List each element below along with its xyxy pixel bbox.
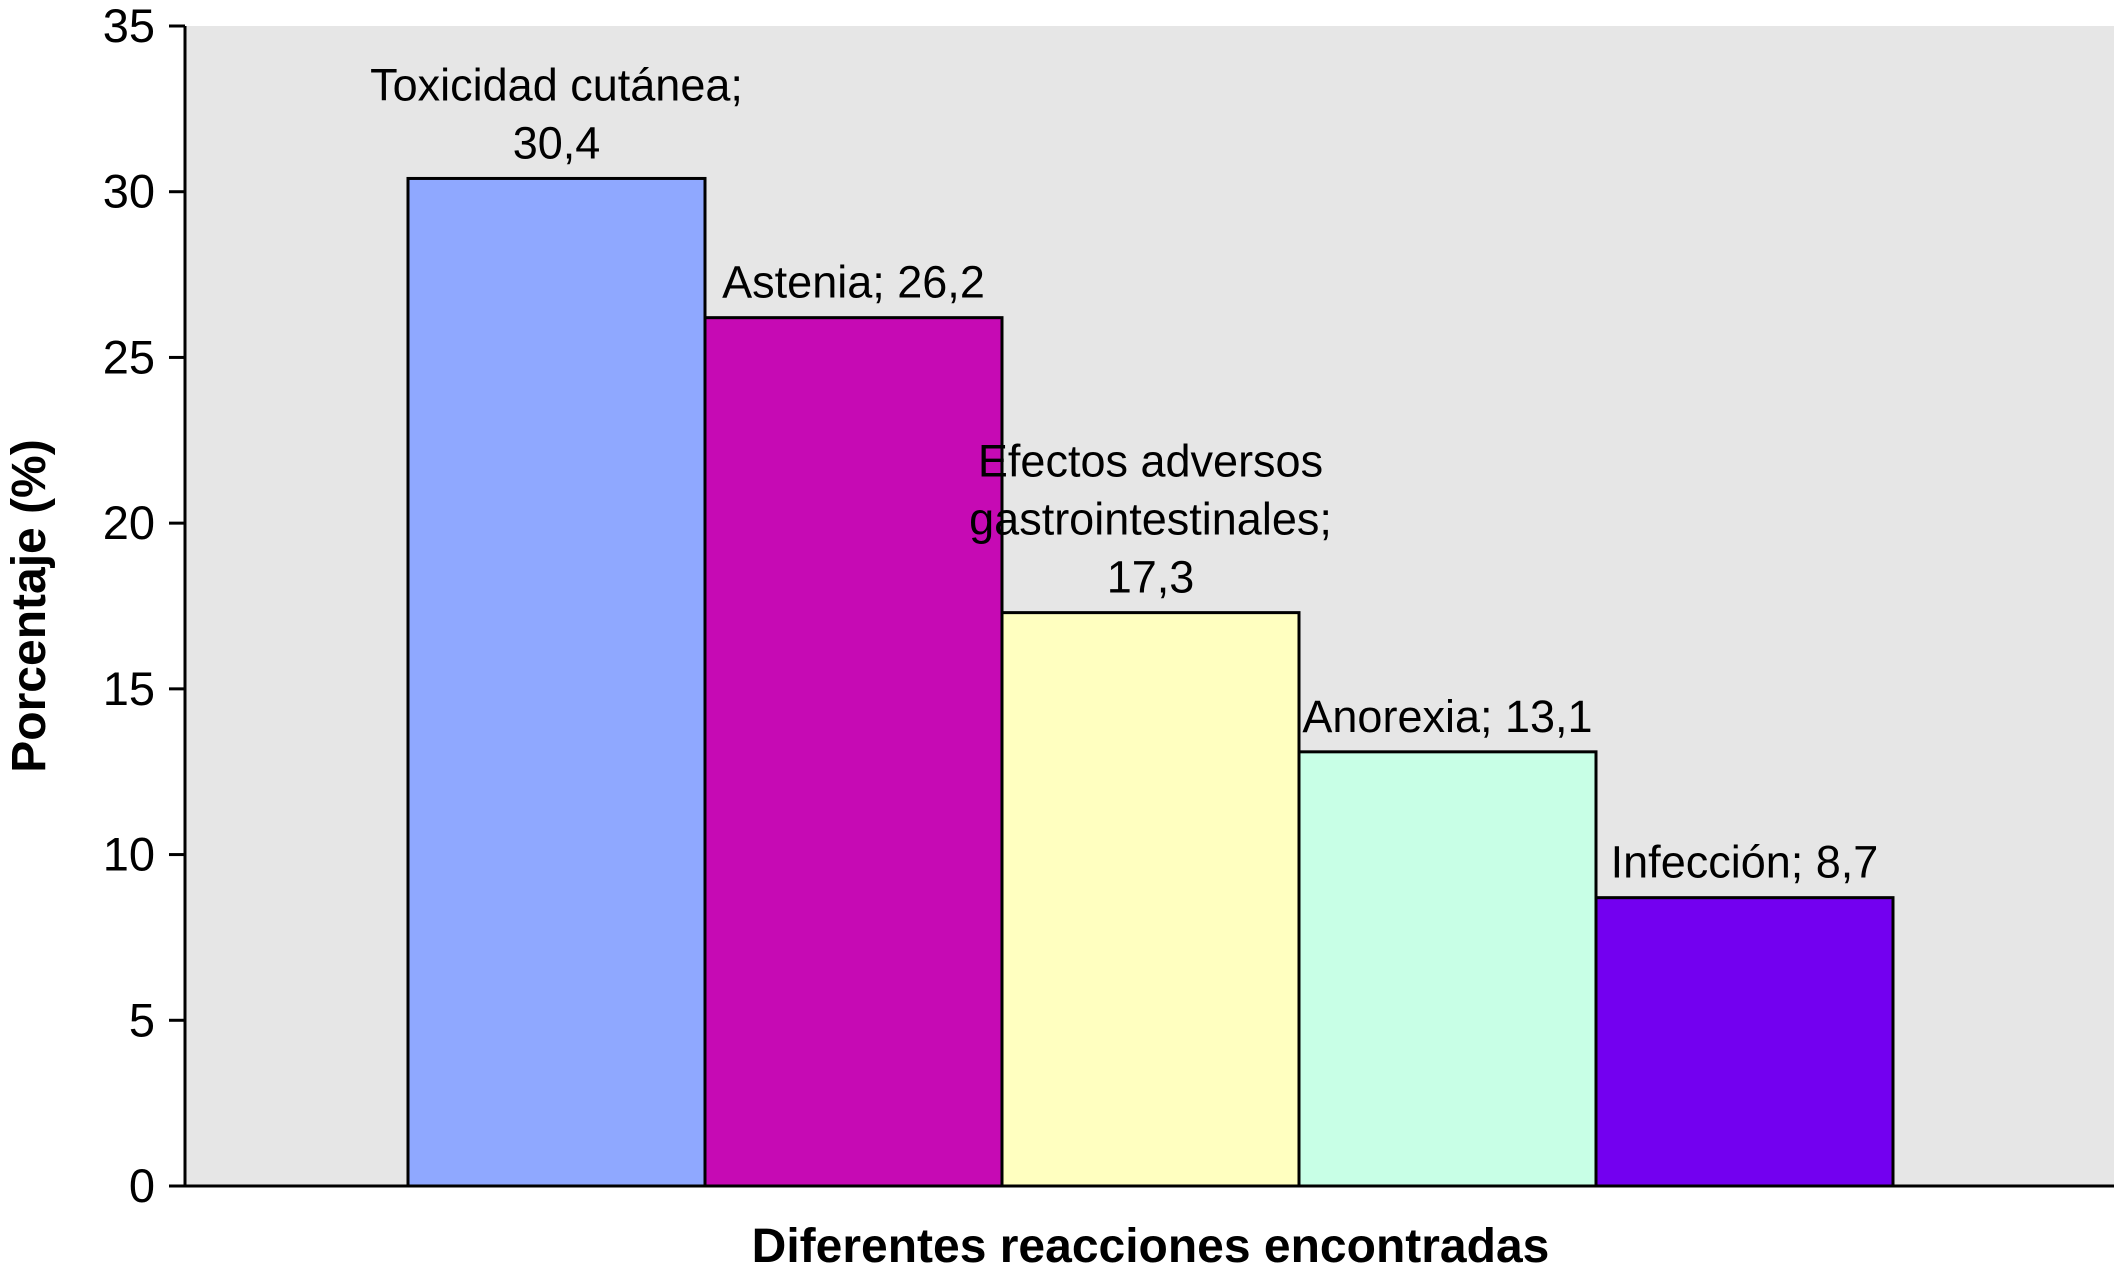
data-label-anorexia: Anorexia; 13,1 [1302,691,1592,742]
y-tick-label-5: 5 [129,993,155,1046]
y-tick-label-20: 20 [103,496,155,549]
bars-layer [406,176,1895,1188]
y-tick-label-10: 10 [103,828,155,881]
y-tick-label-25: 25 [103,330,155,383]
data-label-astenia: Astenia; 26,2 [722,257,985,308]
bar-astenia[interactable] [703,316,1004,1188]
data-label-toxicidad-cutanea: Toxicidad cutánea; 30,4 [370,59,743,168]
data-labels-layer: Toxicidad cutánea; 30,4 Astenia; 26,2 Efect… [370,59,1878,887]
y-tick-label-0: 0 [129,1159,155,1212]
y-tick-label-35: 35 [103,0,155,52]
y-axis: 0 5 10 15 20 25 30 35 [103,0,2114,1212]
y-tick-label-30: 30 [103,165,155,218]
bar-efectos-adversos-gastrointestinales[interactable] [1000,611,1301,1188]
x-axis-title: Diferentes reacciones encontradas [752,1220,1550,1273]
y-axis-title: Porcentaje (%) [3,439,56,772]
data-label-efectos-adversos-gastrointestinales: Efectos adversos gastrointestinales; 17,3 [969,436,1332,603]
bar-toxicidad-cutanea[interactable] [406,176,707,1188]
bar-anorexia[interactable] [1297,750,1598,1188]
bar-infeccion[interactable] [1594,896,1895,1188]
y-tick-label-15: 15 [103,662,155,715]
data-label-infeccion: Infección; 8,7 [1611,837,1879,888]
